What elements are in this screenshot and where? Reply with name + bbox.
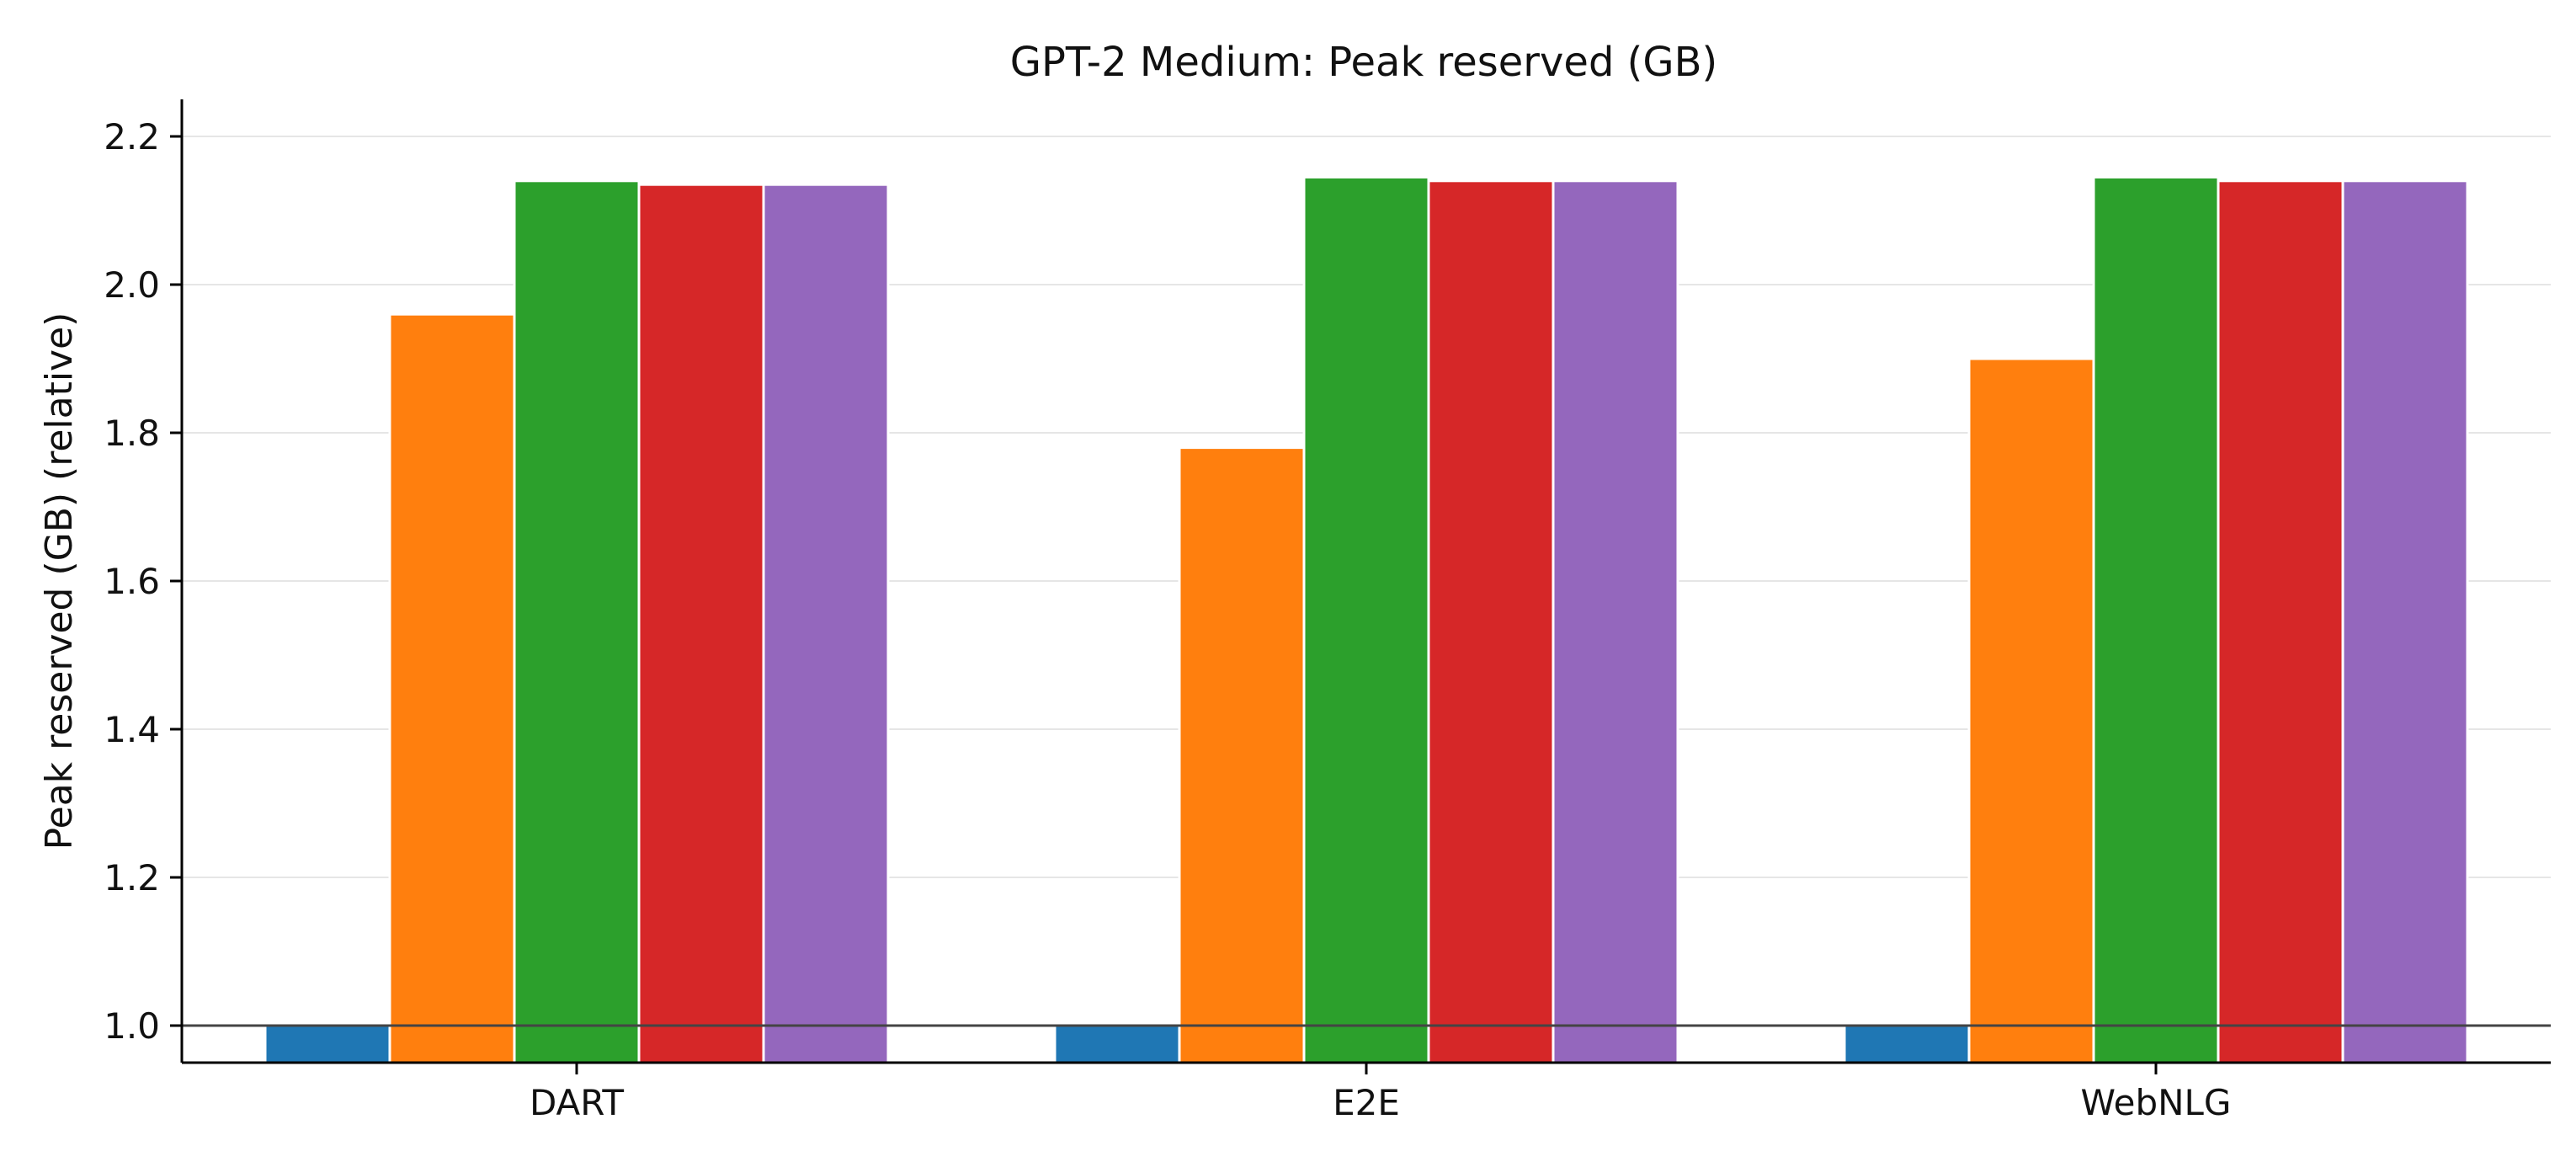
y-tick-label: 1.2: [104, 857, 160, 898]
bar: [637, 183, 765, 1064]
x-tick-label: E2E: [1333, 1082, 1400, 1123]
y-axis-label: Peak reserved (GB) (relative): [38, 312, 81, 850]
bar: [1967, 357, 2095, 1064]
y-tick-label: 2.2: [104, 116, 160, 157]
x-tick-label: WebNLG: [2081, 1082, 2232, 1123]
axes: [170, 99, 2551, 1074]
bar: [388, 312, 516, 1064]
bar: [2217, 179, 2344, 1064]
bar: [762, 183, 890, 1064]
bar: [2092, 175, 2220, 1064]
bar: [1178, 446, 1306, 1064]
bars: [263, 175, 2469, 1064]
y-tick-label: 1.8: [104, 413, 160, 454]
bar: [513, 179, 641, 1064]
bar: [1551, 179, 1679, 1064]
tick-labels: 1.0 1.2 1.4 1.6 1.8 2.0 2.2 DART E2E WebNLG: [104, 116, 2231, 1123]
bar: [1053, 1024, 1181, 1064]
bar: [1427, 179, 1555, 1064]
bar: [1302, 175, 1430, 1064]
x-tick-label: DART: [530, 1082, 624, 1123]
y-tick-label: 2.0: [104, 264, 160, 306]
bar: [1843, 1024, 1971, 1064]
y-tick-label: 1.6: [104, 561, 160, 602]
chart-title: GPT-2 Medium: Peak reserved (GB): [1010, 39, 1718, 86]
bar: [263, 1024, 391, 1064]
bar: [2341, 179, 2469, 1064]
y-tick-label: 1.4: [104, 709, 160, 750]
y-tick-label: 1.0: [104, 1005, 160, 1047]
